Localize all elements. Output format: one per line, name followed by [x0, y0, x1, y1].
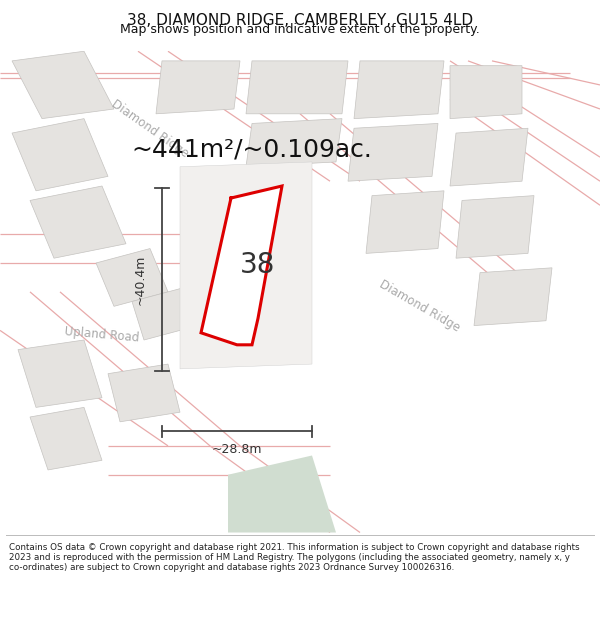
Polygon shape — [348, 124, 438, 181]
Polygon shape — [180, 162, 312, 369]
Polygon shape — [156, 61, 240, 114]
Polygon shape — [12, 51, 114, 119]
Text: 38: 38 — [241, 251, 275, 279]
Polygon shape — [12, 119, 108, 191]
Text: Diamond Ridge: Diamond Ridge — [109, 97, 191, 159]
Polygon shape — [474, 268, 552, 326]
Polygon shape — [366, 191, 444, 253]
Text: Contains OS data © Crown copyright and database right 2021. This information is : Contains OS data © Crown copyright and d… — [9, 542, 580, 572]
Polygon shape — [108, 364, 180, 422]
Polygon shape — [456, 196, 534, 258]
Text: 38, DIAMOND RIDGE, CAMBERLEY, GU15 4LD: 38, DIAMOND RIDGE, CAMBERLEY, GU15 4LD — [127, 12, 473, 28]
Text: Diamond Ridge: Diamond Ridge — [377, 278, 463, 334]
Text: ~28.8m: ~28.8m — [212, 444, 262, 456]
Text: ~441m²/~0.109ac.: ~441m²/~0.109ac. — [131, 138, 373, 162]
Polygon shape — [246, 119, 342, 167]
Polygon shape — [450, 128, 528, 186]
Polygon shape — [246, 61, 348, 114]
Polygon shape — [18, 340, 102, 408]
Text: Upland Road: Upland Road — [64, 326, 140, 345]
Text: ~40.4m: ~40.4m — [134, 254, 147, 305]
Polygon shape — [30, 408, 102, 470]
Text: Map shows position and indicative extent of the property.: Map shows position and indicative extent… — [120, 23, 480, 36]
Polygon shape — [96, 249, 168, 306]
Polygon shape — [228, 456, 336, 532]
Polygon shape — [450, 66, 522, 119]
Polygon shape — [354, 61, 444, 119]
Polygon shape — [132, 287, 198, 340]
Polygon shape — [30, 186, 126, 258]
Polygon shape — [201, 186, 282, 345]
